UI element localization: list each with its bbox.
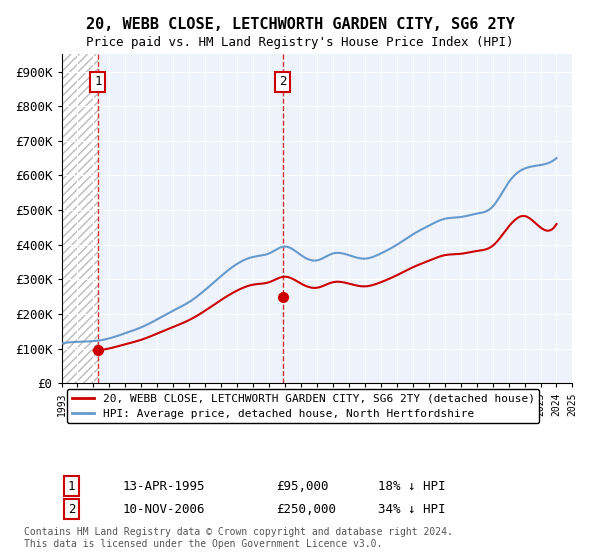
Text: 1: 1 <box>68 479 76 493</box>
Bar <box>62 54 98 384</box>
Text: 20, WEBB CLOSE, LETCHWORTH GARDEN CITY, SG6 2TY: 20, WEBB CLOSE, LETCHWORTH GARDEN CITY, … <box>86 17 514 32</box>
Legend: 20, WEBB CLOSE, LETCHWORTH GARDEN CITY, SG6 2TY (detached house), HPI: Average p: 20, WEBB CLOSE, LETCHWORTH GARDEN CITY, … <box>67 389 539 423</box>
Bar <box>62 54 98 384</box>
Text: 34% ↓ HPI: 34% ↓ HPI <box>378 502 446 516</box>
Text: 2: 2 <box>68 502 76 516</box>
Text: £95,000: £95,000 <box>276 479 329 493</box>
Text: Price paid vs. HM Land Registry's House Price Index (HPI): Price paid vs. HM Land Registry's House … <box>86 36 514 49</box>
Text: 2: 2 <box>279 76 287 88</box>
Text: £250,000: £250,000 <box>276 502 336 516</box>
Text: 10-NOV-2006: 10-NOV-2006 <box>123 502 205 516</box>
Text: Contains HM Land Registry data © Crown copyright and database right 2024.
This d: Contains HM Land Registry data © Crown c… <box>24 527 453 549</box>
Text: 1: 1 <box>94 76 101 88</box>
Text: 18% ↓ HPI: 18% ↓ HPI <box>378 479 446 493</box>
Text: 13-APR-1995: 13-APR-1995 <box>123 479 205 493</box>
